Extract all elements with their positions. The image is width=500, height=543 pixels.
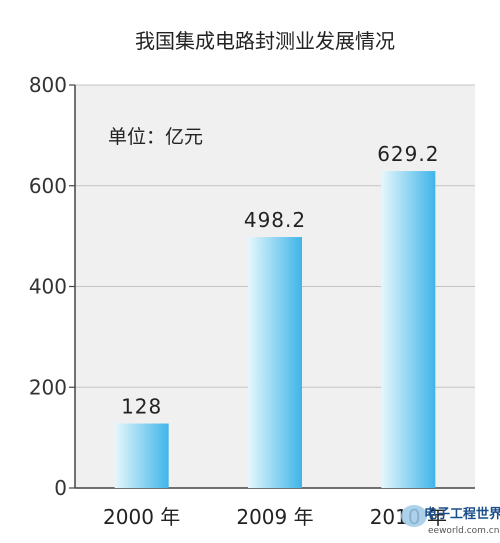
y-tick-label: 800 bbox=[29, 73, 67, 97]
bars bbox=[114, 171, 436, 488]
unit-label: 单位：亿元 bbox=[108, 126, 203, 148]
data-label: 128 bbox=[121, 395, 162, 419]
bar-3 bbox=[381, 171, 436, 488]
watermark-site: eeworld.com.cn bbox=[428, 526, 499, 536]
bar-2 bbox=[248, 237, 302, 488]
data-label: 498.2 bbox=[244, 208, 306, 232]
chart-title: 我国集成电路封测业发展情况 bbox=[135, 29, 395, 53]
y-axis-ticks: 0 200 400 600 800 bbox=[29, 73, 75, 500]
data-labels: 128 498.2 629.2 bbox=[121, 142, 439, 419]
y-tick-label: 400 bbox=[29, 275, 67, 299]
x-category-label: 2000 年 bbox=[103, 505, 180, 529]
y-tick-label: 600 bbox=[29, 174, 67, 198]
watermark: 电子工程世界 eeworld.com.cn bbox=[401, 505, 500, 536]
x-axis-categories: 2000 年 2009 年 2010 年 bbox=[103, 505, 447, 529]
data-label: 629.2 bbox=[377, 142, 439, 166]
x-category-label: 2009 年 bbox=[236, 505, 313, 529]
y-tick-label: 200 bbox=[29, 375, 67, 399]
y-tick-label: 0 bbox=[54, 476, 67, 500]
watermark-logo-text: 电子工程世界 bbox=[424, 506, 500, 522]
bar-1 bbox=[114, 423, 169, 488]
watermark-logo-icon bbox=[401, 505, 427, 527]
